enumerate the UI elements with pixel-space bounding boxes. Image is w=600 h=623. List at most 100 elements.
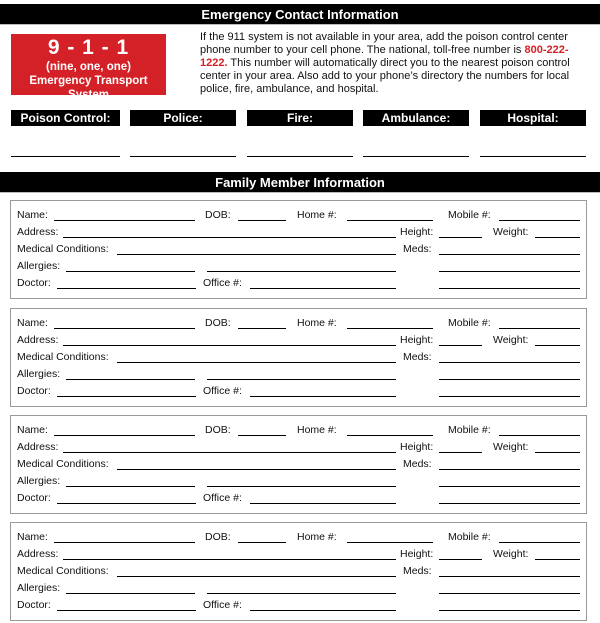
intro-paragraph: If the 911 system is not available in yo… (200, 31, 590, 96)
mobile-field[interactable] (499, 435, 580, 436)
doctor-field[interactable] (57, 288, 196, 289)
allergies-2-field[interactable] (207, 593, 396, 594)
divider (0, 24, 600, 25)
office-field[interactable] (250, 610, 396, 611)
doctor-extra-field[interactable] (439, 288, 580, 289)
medical-label: Medical Conditions: (17, 458, 109, 470)
meds-field[interactable] (439, 254, 580, 255)
office-field[interactable] (250, 396, 396, 397)
intro-text-2: This number will automatically direct yo… (200, 57, 570, 95)
ambulance-number-field[interactable] (363, 156, 469, 157)
mobile-field[interactable] (499, 220, 580, 221)
office-field[interactable] (250, 288, 396, 289)
mobile-label: Mobile #: (448, 317, 491, 329)
doctor-extra-field[interactable] (439, 610, 580, 611)
allergies-3-field[interactable] (439, 271, 580, 272)
allergies-field[interactable] (66, 486, 195, 487)
weight-label: Weight: (493, 441, 529, 453)
medical-label: Medical Conditions: (17, 243, 109, 255)
mobile-label: Mobile #: (448, 424, 491, 436)
police-number-field[interactable] (130, 156, 236, 157)
home-label: Home #: (297, 317, 337, 329)
height-label: Height: (400, 334, 434, 346)
mobile-label: Mobile #: (448, 209, 491, 221)
dob-field[interactable] (238, 220, 286, 221)
doctor-extra-field[interactable] (439, 396, 580, 397)
dob-field[interactable] (238, 435, 286, 436)
poison-control-number-field[interactable] (11, 156, 120, 157)
name-label: Name: (17, 317, 48, 329)
address-label: Address: (17, 334, 59, 346)
mobile-field[interactable] (499, 542, 580, 543)
allergies-field[interactable] (66, 271, 195, 272)
medical-field[interactable] (117, 254, 396, 255)
weight-field[interactable] (535, 345, 580, 346)
office-label: Office #: (203, 385, 242, 397)
weight-field[interactable] (535, 452, 580, 453)
allergies-2-field[interactable] (207, 379, 396, 380)
weight-label: Weight: (493, 334, 529, 346)
name-field[interactable] (54, 328, 195, 329)
meds-field[interactable] (439, 576, 580, 577)
mobile-label: Mobile #: (448, 531, 491, 543)
home-field[interactable] (347, 220, 433, 221)
meds-label: Meds: (403, 565, 432, 577)
allergies-2-field[interactable] (207, 486, 396, 487)
allergies-3-field[interactable] (439, 486, 580, 487)
allergies-label: Allergies: (17, 475, 61, 487)
meds-field[interactable] (439, 362, 580, 363)
family-member-card: Name: DOB: Home #: Mobile #: Address: Height:… (10, 200, 587, 299)
meds-label: Meds: (403, 351, 432, 363)
address-field[interactable] (63, 559, 396, 560)
allergies-2-field[interactable] (207, 271, 396, 272)
allergies-3-field[interactable] (439, 593, 580, 594)
name-field[interactable] (54, 542, 195, 543)
height-field[interactable] (439, 345, 482, 346)
medical-field[interactable] (117, 469, 396, 470)
address-field[interactable] (63, 237, 396, 238)
height-label: Height: (400, 226, 434, 238)
allergies-label: Allergies: (17, 582, 61, 594)
height-label: Height: (400, 548, 434, 560)
office-label: Office #: (203, 492, 242, 504)
doctor-label: Doctor: (17, 277, 51, 289)
doctor-field[interactable] (57, 396, 196, 397)
address-field[interactable] (63, 345, 396, 346)
family-member-card: Name: DOB: Home #: Mobile #: Address: Height:… (10, 415, 587, 514)
home-field[interactable] (347, 542, 433, 543)
family-member-header: Family Member Information (0, 172, 600, 192)
address-field[interactable] (63, 452, 396, 453)
hospital-label: Hospital: (480, 110, 586, 126)
name-field[interactable] (54, 435, 195, 436)
allergies-3-field[interactable] (439, 379, 580, 380)
home-field[interactable] (347, 435, 433, 436)
office-field[interactable] (250, 503, 396, 504)
divider (0, 192, 600, 193)
height-field[interactable] (439, 452, 482, 453)
allergies-field[interactable] (66, 593, 195, 594)
doctor-field[interactable] (57, 503, 196, 504)
family-member-card: Name: DOB: Home #: Mobile #: Address: Height:… (10, 308, 587, 407)
fire-number-field[interactable] (247, 156, 353, 157)
dob-field[interactable] (238, 542, 286, 543)
medical-field[interactable] (117, 362, 396, 363)
allergies-field[interactable] (66, 379, 195, 380)
home-field[interactable] (347, 328, 433, 329)
meds-field[interactable] (439, 469, 580, 470)
weight-field[interactable] (535, 237, 580, 238)
doctor-extra-field[interactable] (439, 503, 580, 504)
weight-label: Weight: (493, 226, 529, 238)
office-label: Office #: (203, 599, 242, 611)
address-label: Address: (17, 548, 59, 560)
hospital-number-field[interactable] (480, 156, 586, 157)
height-field[interactable] (439, 237, 482, 238)
weight-field[interactable] (535, 559, 580, 560)
emergency-number-spoken: (nine, one, one) (46, 61, 131, 73)
dob-field[interactable] (238, 328, 286, 329)
medical-field[interactable] (117, 576, 396, 577)
height-field[interactable] (439, 559, 482, 560)
name-field[interactable] (54, 220, 195, 221)
mobile-field[interactable] (499, 328, 580, 329)
doctor-field[interactable] (57, 610, 196, 611)
